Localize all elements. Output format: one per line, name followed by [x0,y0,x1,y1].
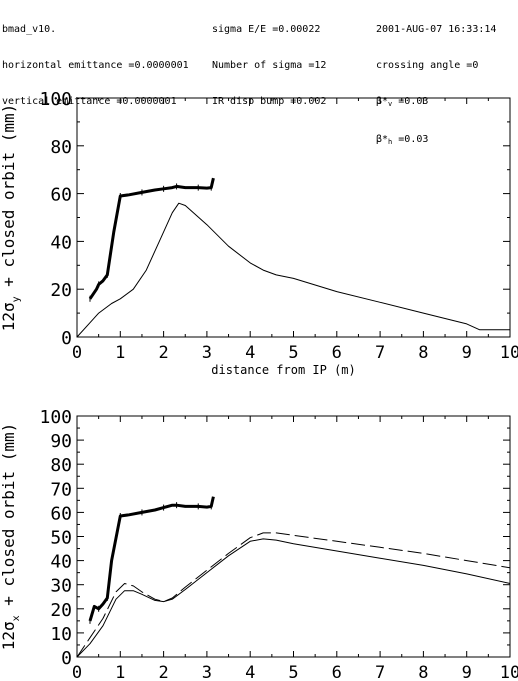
series-line-dashed [76,532,511,658]
plot-frame [76,97,511,338]
x-tick-label: 3 [202,663,212,681]
x-tick-label: 7 [375,343,385,363]
header-vertical-emittance: vertical emittance =0.0000001 [2,96,177,107]
x-tick-label: 4 [245,343,255,363]
y-tick-label: 0 [61,328,72,349]
x-tick-label: 1 [115,343,125,363]
header-timestamp: 2001-AUG-07 16:33:14 [376,24,497,35]
y-tick-label: 60 [50,185,72,206]
header-col3: 2001-AUG-07 16:33:14 crossing angle =0 β… [376,0,496,160]
header-ir-disp-bump: IR disp bump =0.002 [212,96,327,107]
x-tick-label: 6 [332,663,342,681]
y-tick-label: 0 [61,648,72,669]
y-tick-label: 60 [50,503,72,524]
x-tick-label: 3 [202,343,212,363]
x-tick-label: 5 [288,663,298,681]
x-axis-label: distance from IP (m) [211,363,356,377]
x-tick-label: 6 [332,343,342,363]
header-lattice: bmad_v10. [2,24,57,35]
x-tick-label: 9 [462,343,472,363]
y-tick-label: 20 [50,280,72,301]
y-tick-label: 10 [50,624,72,645]
header-crossing-angle: crossing angle =0 [376,60,479,71]
series-line-solid [76,202,510,338]
x-tick-label: 2 [158,343,168,363]
x-tick-label: 10 [500,343,518,363]
y-axis-label: 12σy + closed orbit (mm) [0,104,22,332]
x-tick-label: 1 [115,663,125,681]
y-tick-label: 40 [50,552,72,573]
y-tick-label: 100 [39,407,72,428]
x-tick-label: 5 [288,343,298,363]
x-tick-label: 0 [72,663,82,681]
y-tick-label: 40 [50,232,72,253]
x-tick-label: 9 [462,663,472,681]
x-tick-label: 2 [158,663,168,681]
header-beta-v: β*v =0.03 [376,96,429,108]
y-axis-label: 12σx + closed orbit (mm) [0,423,22,651]
y-tick-label: 90 [50,431,72,452]
y-tick-label: 70 [50,479,72,500]
header-horizontal-emittance: horizontal emittance =0.0000001 [2,60,189,71]
x-tick-label: 8 [418,663,428,681]
header-beta-h: β*h =0.03 [376,134,429,146]
x-tick-label: 0 [72,343,82,363]
series-line-thick [88,496,215,622]
y-tick-label: 80 [50,137,72,158]
plot-frame [76,415,511,658]
series-line-thick [88,177,215,300]
header-number-of-sigma: Number of sigma =12 [212,60,327,71]
y-tick-label: 20 [50,600,72,621]
y-tick-label: 50 [50,528,72,549]
header-col2: sigma E/E =0.00022 Number of sigma =12 I… [212,0,326,120]
header-sigma-e: sigma E/E =0.00022 [212,24,321,35]
x-tick-label: 4 [245,663,255,681]
y-tick-label: 80 [50,455,72,476]
y-tick-label: 100 [39,89,72,110]
x-tick-label: 8 [418,343,428,363]
x-tick-label: 10 [500,663,518,681]
x-tick-label: 7 [375,663,385,681]
header-col1: bmad_v10. horizontal emittance =0.000000… [2,0,189,120]
series-line-solid [76,538,511,658]
y-tick-label: 30 [50,576,72,597]
